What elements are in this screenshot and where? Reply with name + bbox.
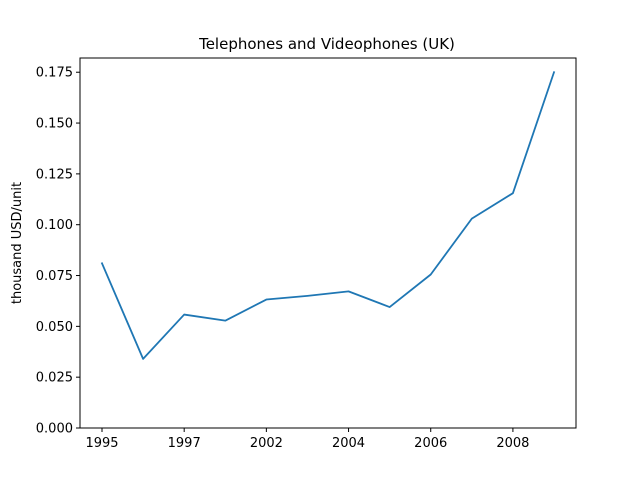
series-layer <box>100 71 556 360</box>
y-axis-title: thousand USD/unit <box>10 182 25 304</box>
y-tick-label: 0.075 <box>36 269 73 284</box>
y-tick-label: 0.150 <box>36 117 73 132</box>
y-axis: 0.000 0.025 0.050 0.075 0.100 0.125 0.150 0.175 <box>36 66 80 437</box>
x-tick-label: 1997 <box>168 436 201 451</box>
y-tick-label: 0.175 <box>36 66 73 81</box>
series-line <box>100 71 556 360</box>
x-tick-label: 2004 <box>332 436 365 451</box>
chart-title: Telephones and Videophones (UK) <box>198 35 455 53</box>
x-tick-label: 2008 <box>496 436 529 451</box>
y-tick-label: 0.100 <box>36 218 73 233</box>
y-tick-label: 0.050 <box>36 320 73 335</box>
y-tick-label: 0.025 <box>36 371 73 386</box>
x-tick-label: 1995 <box>85 436 118 451</box>
y-tick-label: 0.125 <box>36 167 73 182</box>
x-axis: 1995 1997 2002 2004 2006 2008 <box>85 428 529 451</box>
x-tick-label: 2006 <box>414 436 447 451</box>
y-tick-label: 0.000 <box>36 422 73 437</box>
plot-area-frame <box>79 57 577 429</box>
x-tick-label: 2002 <box>250 436 283 451</box>
